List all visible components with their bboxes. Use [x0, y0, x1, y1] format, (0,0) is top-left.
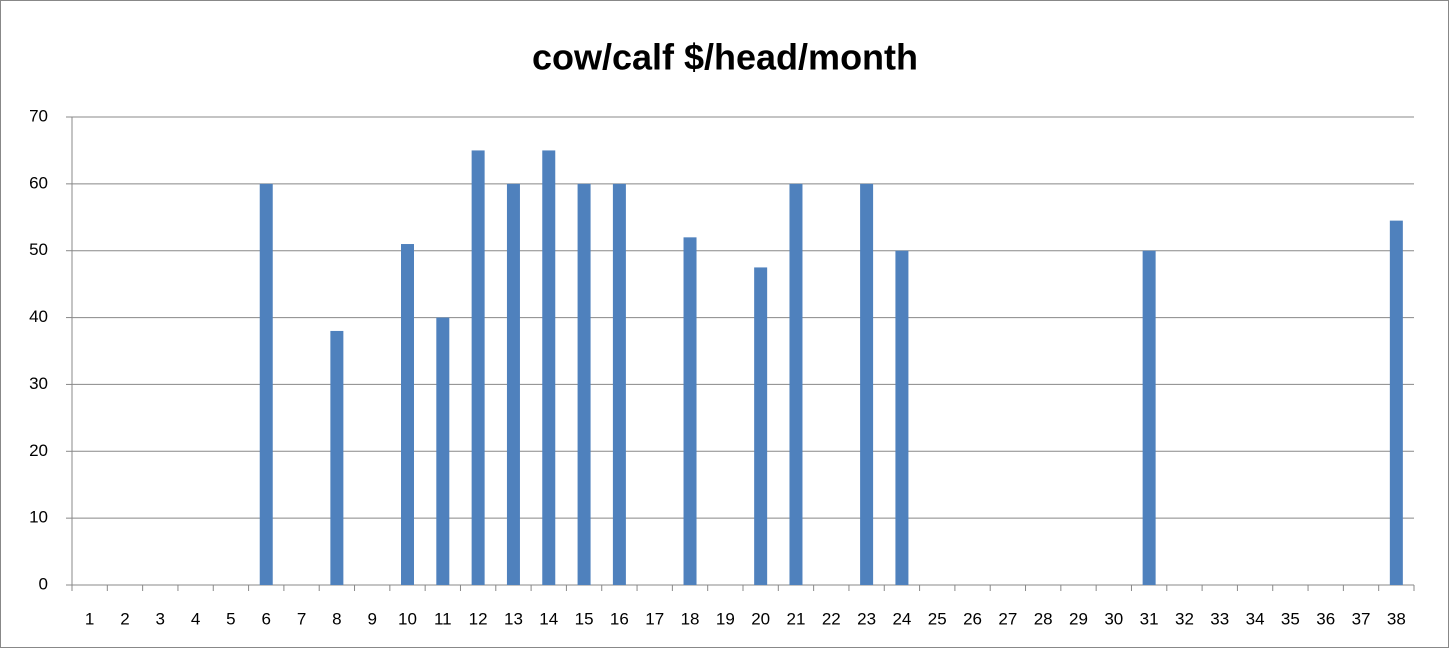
bar: [612, 183, 626, 585]
y-tick-label: 20: [29, 441, 48, 460]
bar: [895, 250, 909, 585]
bar: [471, 150, 485, 585]
x-tick-label: 2: [120, 609, 129, 628]
y-tick-label: 60: [29, 173, 48, 192]
x-tick-label: 25: [928, 609, 947, 628]
x-tick-label: 17: [645, 609, 664, 628]
y-tick-label: 10: [29, 508, 48, 527]
x-tick-label: 1: [85, 609, 94, 628]
bar: [789, 183, 803, 585]
x-tick-label: 27: [998, 609, 1017, 628]
bar: [683, 237, 697, 586]
x-tick-label: 29: [1069, 609, 1088, 628]
x-tick-label: 23: [857, 609, 876, 628]
bar: [542, 150, 556, 585]
x-tick-label: 4: [191, 609, 200, 628]
x-tick-label: 22: [822, 609, 841, 628]
bar: [860, 183, 874, 585]
y-tick-label: 30: [29, 374, 48, 393]
x-tick-label: 13: [504, 609, 523, 628]
bar: [436, 317, 450, 585]
x-tick-label: 31: [1140, 609, 1159, 628]
y-tick-label: 0: [39, 574, 48, 593]
y-tick-label: 50: [29, 240, 48, 259]
x-tick-label: 20: [751, 609, 770, 628]
bar: [1389, 220, 1403, 585]
x-tick-label: 38: [1387, 609, 1406, 628]
x-tick-label: 8: [332, 609, 341, 628]
x-tick-label: 6: [262, 609, 271, 628]
x-tick-label: 34: [1246, 609, 1265, 628]
x-tick-label: 24: [892, 609, 911, 628]
x-tick-label: 21: [787, 609, 806, 628]
x-tick-label: 11: [434, 609, 452, 628]
x-tick-label: 33: [1210, 609, 1229, 628]
x-tick-label: 14: [539, 609, 558, 628]
bar: [577, 183, 591, 585]
bar: [259, 183, 273, 585]
bar: [330, 330, 344, 585]
bar: [1142, 250, 1156, 585]
chart-title: cow/calf $/head/month: [532, 37, 918, 78]
x-tick-label: 19: [716, 609, 735, 628]
x-tick-label: 32: [1175, 609, 1194, 628]
bar: [506, 183, 520, 585]
x-tick-label: 12: [469, 609, 488, 628]
bar: [754, 267, 768, 585]
x-tick-label: 3: [156, 609, 165, 628]
bar: [401, 244, 414, 585]
y-tick-label: 70: [29, 106, 48, 125]
x-tick-label: 15: [575, 609, 594, 628]
x-tick-label: 9: [367, 609, 376, 628]
x-tick-label: 35: [1281, 609, 1300, 628]
x-tick-label: 16: [610, 609, 629, 628]
x-tick-label: 37: [1352, 609, 1371, 628]
x-tick-label: 26: [963, 609, 982, 628]
x-tick-label: 10: [398, 609, 417, 628]
x-tick-label: 5: [226, 609, 235, 628]
x-tick-label: 30: [1104, 609, 1123, 628]
x-tick-label: 28: [1034, 609, 1053, 628]
y-tick-label: 40: [29, 307, 48, 326]
x-tick-label: 18: [681, 609, 700, 628]
x-tick-label: 36: [1316, 609, 1335, 628]
x-tick-label: 7: [297, 609, 306, 628]
